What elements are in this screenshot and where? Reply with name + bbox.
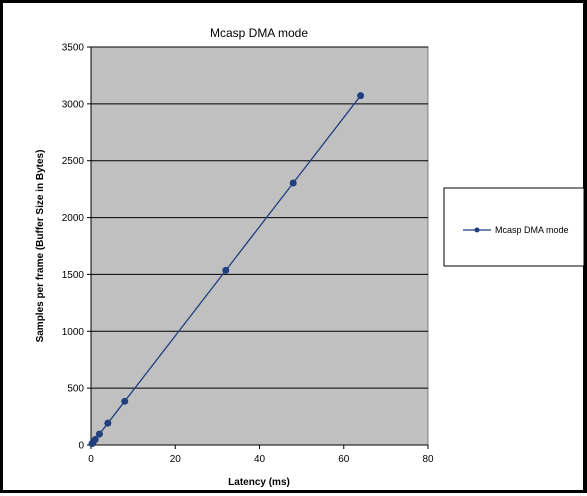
data-point xyxy=(104,419,112,427)
y-tick-label: 2000 xyxy=(62,213,85,224)
legend-marker xyxy=(474,227,480,233)
plot-area xyxy=(90,46,429,446)
data-point xyxy=(357,92,365,100)
y-tick-label: 2500 xyxy=(62,156,85,167)
data-point xyxy=(289,179,297,187)
y-tick-label: 3000 xyxy=(62,99,85,110)
y-tick-label: 500 xyxy=(67,384,84,395)
x-axis-label: Latency (ms) xyxy=(228,477,290,488)
line-chart: Mcasp DMA mode 0 500 1000 1500 2000 2500 3000 3… xyxy=(35,26,585,488)
y-tick-label: 1500 xyxy=(62,270,85,281)
y-tick-label: 0 xyxy=(78,441,84,452)
x-axis-ticks: 0 20 40 60 80 xyxy=(88,444,434,465)
y-axis-label: Samples per frame (Buffer Size in Bytes) xyxy=(35,150,46,343)
legend: Mcasp DMA mode xyxy=(443,187,585,267)
gridlines xyxy=(91,46,428,389)
data-point xyxy=(91,436,99,444)
data-point xyxy=(121,397,129,405)
x-tick-label: 0 xyxy=(88,454,94,465)
x-tick-label: 60 xyxy=(338,454,350,465)
legend-box xyxy=(443,187,585,267)
data-point xyxy=(222,266,230,274)
x-tick-label: 20 xyxy=(170,454,182,465)
chart-title: Mcasp DMA mode xyxy=(210,26,308,40)
y-axis-ticks: 0 500 1000 1500 2000 2500 3000 3500 xyxy=(62,43,92,452)
x-tick-label: 40 xyxy=(254,454,266,465)
y-tick-label: 3500 xyxy=(62,43,85,54)
y-tick-label: 1000 xyxy=(62,327,85,338)
data-point xyxy=(95,430,103,438)
x-tick-label: 80 xyxy=(422,454,434,465)
series-layer xyxy=(88,92,365,448)
legend-entry-label: Mcasp DMA mode xyxy=(495,225,569,235)
